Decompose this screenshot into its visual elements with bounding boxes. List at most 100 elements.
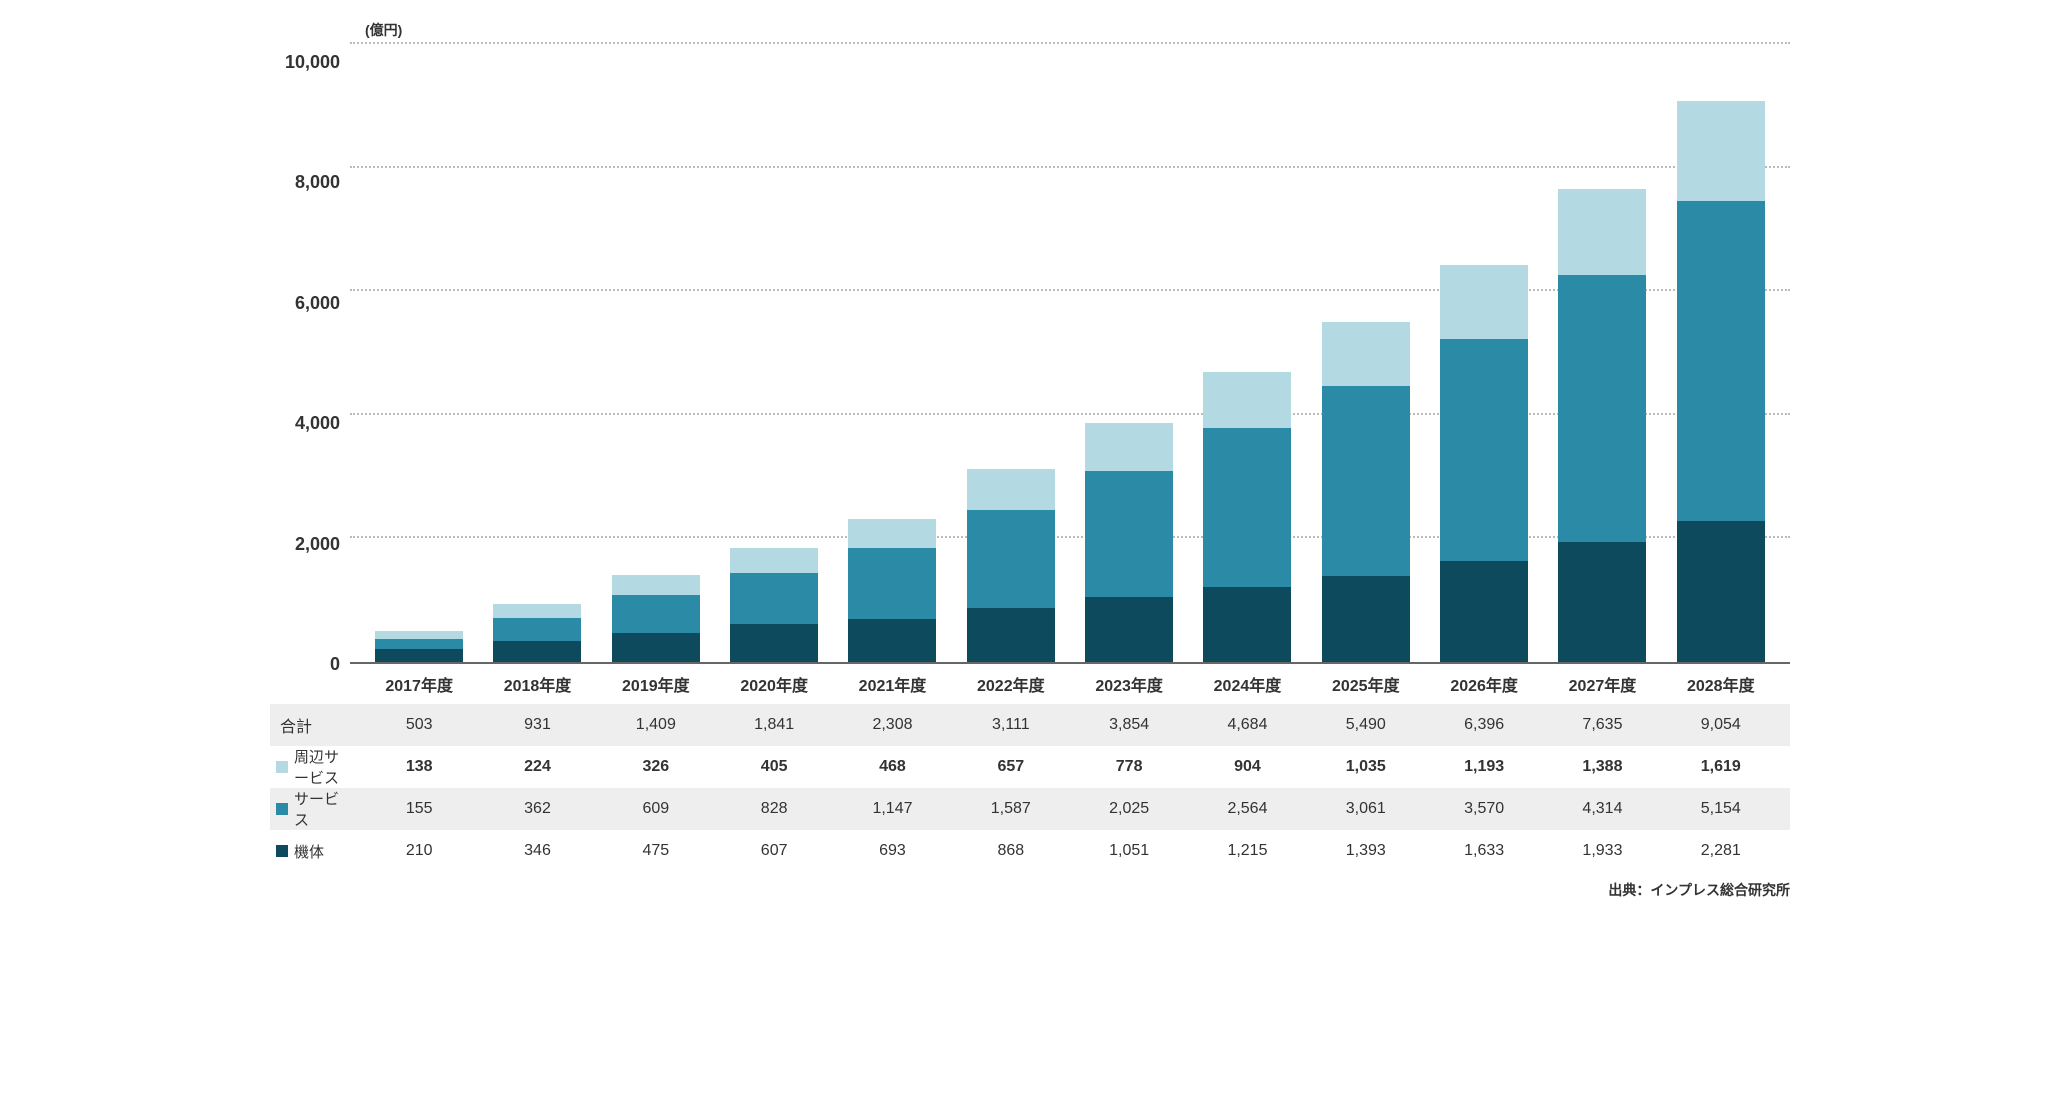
row-label: 合計 — [280, 713, 312, 737]
table-cell: 5,154 — [1662, 800, 1780, 818]
bar-column — [967, 469, 1055, 662]
x-axis-label: 2022年度 — [952, 672, 1070, 696]
table-cell: 7,635 — [1543, 716, 1661, 734]
row-cells: 1382243264054686577789041,0351,1931,3881… — [350, 758, 1790, 776]
row-label: 周辺サービス — [294, 746, 350, 788]
table-cell: 657 — [952, 758, 1070, 776]
table-cell: 2,281 — [1662, 842, 1780, 860]
bar-segment-kitai — [730, 624, 818, 662]
bars-group — [350, 44, 1790, 662]
table-cell: 1,933 — [1543, 842, 1661, 860]
x-axis-label: 2025年度 — [1307, 672, 1425, 696]
x-axis-label: 2023年度 — [1070, 672, 1188, 696]
x-axis-label: 2019年度 — [597, 672, 715, 696]
table-cell: 4,684 — [1188, 716, 1306, 734]
bar-segment-shuhen — [1085, 423, 1173, 471]
bar-segment-service — [375, 639, 463, 649]
bar-segment-kitai — [1322, 576, 1410, 662]
table-cell: 1,393 — [1307, 842, 1425, 860]
table-cell: 2,564 — [1188, 800, 1306, 818]
table-cell: 1,841 — [715, 716, 833, 734]
row-cells: 5039311,4091,8412,3083,1113,8544,6845,49… — [350, 716, 1790, 734]
row-cells: 2103464756076938681,0511,2151,3931,6331,… — [350, 842, 1790, 860]
bar-segment-kitai — [375, 649, 463, 662]
table-row-kitai: 機体2103464756076938681,0511,2151,3931,633… — [270, 830, 1790, 872]
table-cell: 778 — [1070, 758, 1188, 776]
bar-segment-kitai — [493, 641, 581, 662]
x-axis-label: 2018年度 — [478, 672, 596, 696]
table-cell: 904 — [1188, 758, 1306, 776]
row-header-service: サービス — [270, 788, 350, 830]
table-cell: 828 — [715, 800, 833, 818]
bar-segment-shuhen — [375, 631, 463, 640]
table-cell: 1,147 — [833, 800, 951, 818]
bar-column — [848, 519, 936, 662]
bar-column — [612, 575, 700, 662]
bar-segment-kitai — [612, 633, 700, 662]
y-tick: 10,000 — [285, 53, 340, 71]
bar-column — [1322, 322, 1410, 662]
bar-segment-service — [493, 618, 581, 640]
table-cell: 2,308 — [833, 716, 951, 734]
x-axis-label: 2017年度 — [360, 672, 478, 696]
table-cell: 5,490 — [1307, 716, 1425, 734]
table-cell: 609 — [597, 800, 715, 818]
table-cell: 1,619 — [1662, 758, 1780, 776]
table-cell: 503 — [360, 716, 478, 734]
bar-segment-service — [1322, 386, 1410, 576]
y-tick: 6,000 — [295, 294, 340, 312]
table-row-service: サービス1553626098281,1471,5872,0252,5643,06… — [270, 788, 1790, 830]
plot-row: 10,0008,0006,0004,0002,0000 — [270, 44, 1790, 664]
bar-segment-kitai — [848, 619, 936, 662]
bar-segment-shuhen — [1203, 372, 1291, 428]
legend-swatch-kitai — [276, 845, 288, 857]
legend-swatch-service — [276, 803, 288, 815]
bar-segment-service — [848, 548, 936, 619]
bar-segment-service — [1440, 339, 1528, 560]
x-axis-labels: 2017年度2018年度2019年度2020年度2021年度2022年度2023… — [350, 664, 1790, 702]
x-axis-label: 2021年度 — [833, 672, 951, 696]
table-cell: 1,051 — [1070, 842, 1188, 860]
bar-segment-shuhen — [730, 548, 818, 573]
bar-segment-shuhen — [1322, 322, 1410, 386]
bar-segment-shuhen — [1677, 101, 1765, 201]
row-cells: 1553626098281,1471,5872,0252,5643,0613,5… — [350, 800, 1790, 818]
bar-column — [1203, 372, 1291, 662]
row-header-kitai: 機体 — [270, 841, 350, 862]
table-row-shuhen: 周辺サービス1382243264054686577789041,0351,193… — [270, 746, 1790, 788]
table-cell: 362 — [478, 800, 596, 818]
table-row-total: 合計 5039311,4091,8412,3083,1113,8544,6845,… — [270, 704, 1790, 746]
x-axis-label: 2026年度 — [1425, 672, 1543, 696]
legend-swatch-shuhen — [276, 761, 288, 773]
bar-segment-shuhen — [1558, 189, 1646, 275]
table-cell: 1,409 — [597, 716, 715, 734]
bar-segment-service — [1677, 201, 1765, 521]
x-axis-label: 2024年度 — [1188, 672, 1306, 696]
bar-column — [1677, 101, 1765, 662]
bar-segment-kitai — [1440, 561, 1528, 662]
table-cell: 224 — [478, 758, 596, 776]
bar-segment-shuhen — [493, 604, 581, 618]
bar-column — [1085, 423, 1173, 662]
y-tick: 8,000 — [295, 173, 340, 191]
source-attribution: 出典：インプレス総合研究所 — [270, 880, 1790, 900]
table-cell: 1,633 — [1425, 842, 1543, 860]
table-cell: 1,388 — [1543, 758, 1661, 776]
bar-column — [730, 548, 818, 662]
bar-segment-shuhen — [1440, 265, 1528, 339]
table-cell: 3,061 — [1307, 800, 1425, 818]
y-tick: 2,000 — [295, 535, 340, 553]
table-cell: 931 — [478, 716, 596, 734]
y-axis-unit: (億円) — [365, 20, 1790, 40]
table-cell: 468 — [833, 758, 951, 776]
table-cell: 607 — [715, 842, 833, 860]
table-cell: 210 — [360, 842, 478, 860]
bar-segment-kitai — [967, 608, 1055, 662]
row-header-total: 合計 — [270, 713, 350, 737]
bar-segment-kitai — [1085, 597, 1173, 662]
table-cell: 346 — [478, 842, 596, 860]
data-table: 合計 5039311,4091,8412,3083,1113,8544,6845,… — [270, 704, 1790, 872]
bar-column — [1558, 189, 1646, 662]
table-cell: 138 — [360, 758, 478, 776]
table-cell: 6,396 — [1425, 716, 1543, 734]
